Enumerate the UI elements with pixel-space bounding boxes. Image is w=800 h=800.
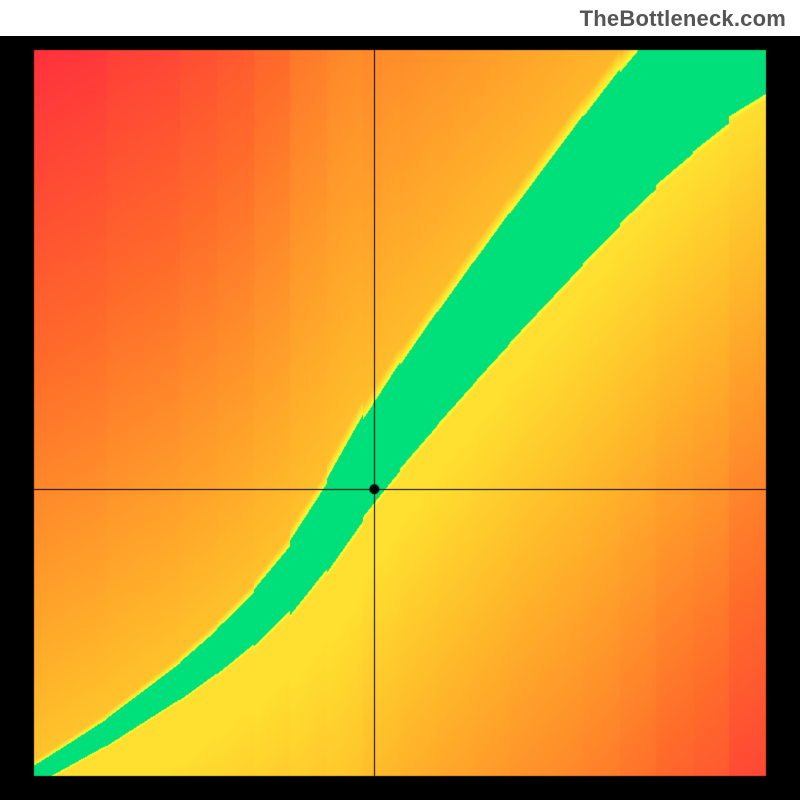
- crosshair-overlay: [0, 36, 800, 800]
- plot-outer-frame: [0, 36, 800, 800]
- attribution-text: TheBottleneck.com: [580, 6, 786, 32]
